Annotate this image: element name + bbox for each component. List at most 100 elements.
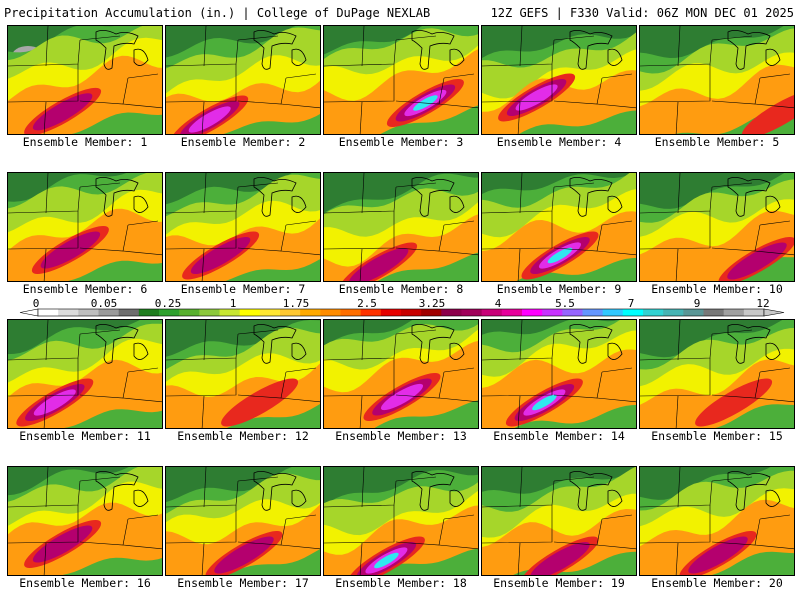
ensemble-member-label: Ensemble Member: 18 xyxy=(335,576,467,590)
great-lakes-outline xyxy=(95,471,149,511)
precip-field xyxy=(482,320,636,428)
member-map-panel xyxy=(481,319,637,429)
great-lakes-outline xyxy=(569,324,623,364)
colorbar-swatch xyxy=(380,309,402,316)
run-info: 12Z GEFS | F330 Valid: 06Z MON DEC 01 20… xyxy=(490,6,794,20)
ensemble-member-label: Ensemble Member: 7 xyxy=(180,282,306,296)
great-lakes-outline xyxy=(727,177,781,217)
great-lakes-outline xyxy=(411,30,465,70)
precip-field xyxy=(8,173,162,281)
colorbar-swatch xyxy=(602,309,624,316)
colorbar-swatch xyxy=(118,309,140,316)
member-map-panel xyxy=(639,25,795,135)
precip-field xyxy=(640,26,794,134)
precip-field xyxy=(8,467,162,575)
colorbar-swatch xyxy=(280,309,301,316)
great-lakes-outline xyxy=(253,471,307,511)
colorbar-swatch xyxy=(643,309,664,316)
member-map-panel xyxy=(7,466,163,576)
colorbar-tick-label: 3.25 xyxy=(419,297,446,310)
colorbar-tick-label: 5.5 xyxy=(555,297,575,310)
colorbar-swatch xyxy=(622,309,644,316)
member-map-panel xyxy=(323,25,479,135)
colorbar-tick-label: 1.75 xyxy=(283,297,310,310)
colorbar-tick-label: 2.5 xyxy=(357,297,377,310)
member-map-panel xyxy=(639,172,795,282)
colorbar-tick-label: 0.05 xyxy=(91,297,118,310)
colorbar-swatch xyxy=(542,309,563,316)
precip-field xyxy=(482,173,636,281)
ensemble-member-label: Ensemble Member: 8 xyxy=(338,282,464,296)
colorbar-swatch xyxy=(481,309,503,316)
precip-field xyxy=(166,320,320,428)
member-map-panel xyxy=(7,25,163,135)
member-map-panel xyxy=(481,172,637,282)
member-map-panel xyxy=(323,466,479,576)
ensemble-member-label: Ensemble Member: 10 xyxy=(651,282,783,296)
ensemble-member-label: Ensemble Member: 2 xyxy=(180,135,306,149)
colorbar-swatch xyxy=(259,309,281,316)
colorbar-swatch xyxy=(683,309,704,316)
precip-field xyxy=(482,467,636,575)
precip-field xyxy=(8,26,162,134)
chart-title: Precipitation Accumulation (in.) | Colle… xyxy=(4,6,431,20)
great-lakes-outline xyxy=(95,324,149,364)
precip-field xyxy=(324,467,478,575)
colorbar-tick-label: 12 xyxy=(756,297,769,310)
colorbar-swatch xyxy=(562,309,583,316)
colorbar-swatch xyxy=(743,309,765,316)
colorbar-tick-label: 4 xyxy=(495,297,502,310)
member-map-panel xyxy=(639,319,795,429)
precip-field xyxy=(324,26,478,134)
colorbar-swatch xyxy=(663,309,684,316)
colorbar-right-arrow xyxy=(763,308,785,317)
colorbar-swatch xyxy=(78,309,99,316)
colorbar-swatch xyxy=(159,309,180,316)
precip-field xyxy=(324,320,478,428)
member-map-panel xyxy=(7,172,163,282)
precip-field xyxy=(640,320,794,428)
colorbar-tick-label: 0.25 xyxy=(155,297,182,310)
great-lakes-outline xyxy=(569,30,623,70)
ensemble-member-label: Ensemble Member: 11 xyxy=(19,429,151,443)
colorbar-swatch xyxy=(199,309,220,316)
colorbar-swatch xyxy=(98,309,120,316)
colorbar-swatch xyxy=(360,309,382,316)
ensemble-member-label: Ensemble Member: 9 xyxy=(496,282,622,296)
ensemble-member-label: Ensemble Member: 17 xyxy=(177,576,309,590)
precip-field xyxy=(8,320,162,428)
precip-field xyxy=(324,173,478,281)
great-lakes-outline xyxy=(727,30,781,70)
colorbar-swatch xyxy=(441,309,462,316)
precip-field xyxy=(640,173,794,281)
great-lakes-outline xyxy=(253,324,307,364)
colorbar-swatch xyxy=(461,309,483,316)
colorbar-swatch xyxy=(38,309,59,316)
ensemble-member-label: Ensemble Member: 12 xyxy=(177,429,309,443)
colorbar-swatch xyxy=(239,309,261,316)
ensemble-member-label: Ensemble Member: 3 xyxy=(338,135,464,149)
colorbar-swatch xyxy=(501,309,523,316)
colorbar-swatch xyxy=(703,309,725,316)
great-lakes-outline xyxy=(411,471,465,511)
member-map-panel xyxy=(165,25,321,135)
member-map-panel xyxy=(481,466,637,576)
colorbar-tick-label: 1 xyxy=(230,297,237,310)
member-map-panel xyxy=(323,319,479,429)
ensemble-member-label: Ensemble Member: 4 xyxy=(496,135,622,149)
colorbar-swatch xyxy=(421,309,442,316)
ensemble-member-label: Ensemble Member: 19 xyxy=(493,576,625,590)
colorbar-swatch xyxy=(522,309,543,316)
ensemble-member-label: Ensemble Member: 16 xyxy=(19,576,151,590)
colorbar-swatch xyxy=(219,309,241,316)
precip-field xyxy=(166,26,320,134)
great-lakes-outline xyxy=(95,177,149,217)
great-lakes-outline xyxy=(411,177,465,217)
member-map-panel xyxy=(323,172,479,282)
great-lakes-outline xyxy=(253,30,307,70)
colorbar-swatch xyxy=(401,309,422,316)
colorbar-swatch xyxy=(340,309,362,316)
ensemble-member-label: Ensemble Member: 13 xyxy=(335,429,467,443)
great-lakes-outline xyxy=(95,30,149,70)
colorbar-tick-label: 9 xyxy=(694,297,701,310)
